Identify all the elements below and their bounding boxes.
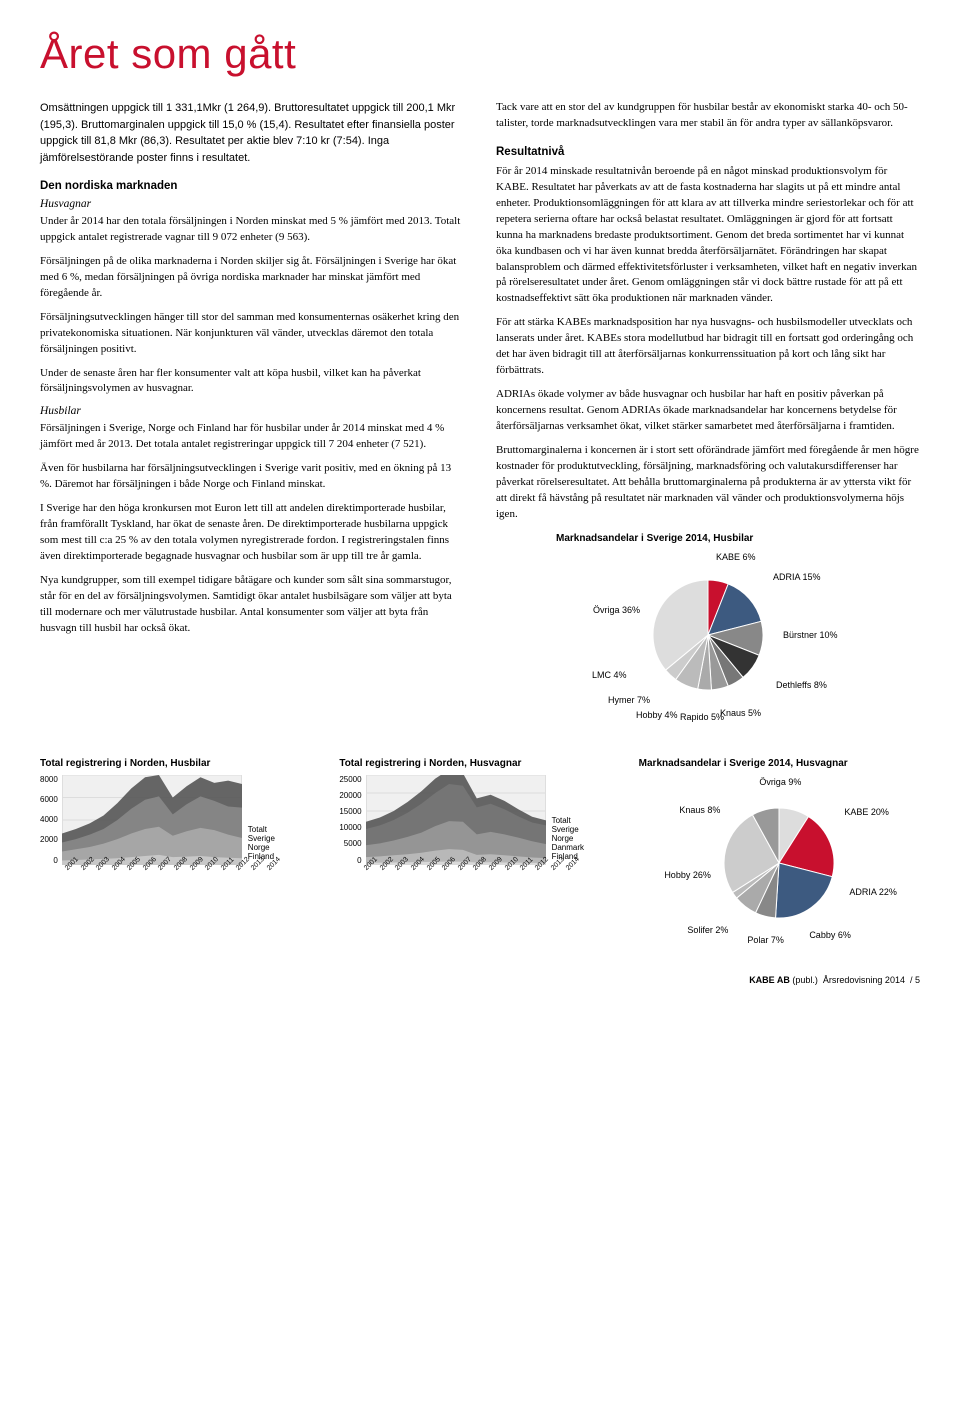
pie-chart-husvagnar: Övriga 9% KABE 20% ADRIA 22% Cabby 6% Polar …: [659, 775, 899, 945]
pie-slice-label: Knaus 5%: [720, 708, 761, 718]
subheading-husvagnar: Husvagnar: [40, 198, 464, 210]
body-text: Även för husbilarna har försäljningsutve…: [40, 461, 464, 493]
pie-slice-label: Solifer 2%: [687, 925, 728, 935]
area1-yaxis: 80006000400020000: [40, 775, 58, 865]
area2-legend: TotaltSverigeNorgeDanmarkFinland: [550, 775, 584, 865]
footer-company: KABE AB: [749, 975, 790, 985]
pie-slice-label: ADRIA 22%: [849, 887, 897, 897]
body-text: I Sverige har den höga kronkursen mot Eu…: [40, 501, 464, 565]
pie-slice-label: ADRIA 15%: [773, 572, 821, 582]
body-text: Nya kundgrupper, som till exempel tidiga…: [40, 573, 464, 637]
body-text: Tack vare att en stor del av kundgruppen…: [496, 100, 920, 132]
pie-slice-label: Knaus 8%: [679, 805, 720, 815]
area2-svg: [366, 775, 546, 865]
pie-slice-label: Cabby 6%: [809, 930, 851, 940]
pie-slice-label: KABE 20%: [844, 807, 889, 817]
area-chart-husbilar: Total registrering i Norden, Husbilar 80…: [40, 758, 321, 945]
body-text: För att stärka KABEs marknadsposition ha…: [496, 315, 920, 379]
main-columns: Omsättningen uppgick till 1 331,1Mkr (1 …: [40, 100, 920, 730]
footer-publ: (publ.): [792, 975, 818, 985]
body-text: ADRIAs ökade volymer av både husvagnar o…: [496, 387, 920, 435]
area2-xaxis: 2001200220032004200520062007200820092010…: [363, 867, 543, 874]
heading-resultatniva: Resultatnivå: [496, 146, 920, 158]
pie-slice-label: Hobby 4%: [636, 710, 678, 720]
body-text: För år 2014 minskade resultatnivån beroe…: [496, 164, 920, 307]
pie-slice-label: Bürstner 10%: [783, 630, 838, 640]
pie-slice-label: Rapido 5%: [680, 712, 724, 722]
area2-title: Total registrering i Norden, Husvagnar: [339, 758, 620, 769]
body-text: Bruttomarginalerna i koncernen är i stor…: [496, 443, 920, 523]
pie-chart-husbilar: KABE 6%ADRIA 15%Bürstner 10%Dethleffs 8%…: [588, 550, 828, 730]
area1-title: Total registrering i Norden, Husbilar: [40, 758, 321, 769]
body-text: Under de senaste åren har fler konsument…: [40, 366, 464, 398]
body-text: Försäljningen på de olika marknaderna i …: [40, 254, 464, 302]
pie-slice-label: Övriga 36%: [593, 605, 640, 615]
body-text: Under år 2014 har den totala försäljning…: [40, 214, 464, 246]
pie-slice-label: KABE 6%: [716, 552, 756, 562]
area1-svg: [62, 775, 242, 865]
pie-slice-label: Hymer 7%: [608, 695, 650, 705]
pie-chart-husvagnar-wrap: Marknadsandelar i Sverige 2014, Husvagna…: [639, 758, 920, 945]
footer-page: 5: [915, 975, 920, 985]
pie-slice-label: Dethleffs 8%: [776, 680, 827, 690]
area2-yaxis: 2500020000150001000050000: [339, 775, 361, 865]
body-text: Försäljningen i Sverige, Norge och Finla…: [40, 421, 464, 453]
pie-slice-label: Polar 7%: [747, 935, 784, 945]
area-chart-husvagnar: Total registrering i Norden, Husvagnar 2…: [339, 758, 620, 945]
body-text: Försäljningsutvecklingen hänger till sto…: [40, 310, 464, 358]
page-title: Året som gått: [40, 30, 920, 78]
pie-slice-label: Övriga 9%: [759, 777, 801, 787]
area1-legend: TotaltSverigeNorgeFinland: [246, 775, 275, 865]
pie-slice-label: Hobby 26%: [664, 870, 711, 880]
intro-text: Omsättningen uppgick till 1 331,1Mkr (1 …: [40, 100, 464, 166]
pie1-title: Marknadsandelar i Sverige 2014, Husbilar: [556, 533, 920, 544]
footer-doc: Årsredovisning 2014: [823, 975, 905, 985]
pie2-title: Marknadsandelar i Sverige 2014, Husvagna…: [639, 758, 920, 769]
pie-slice-label: LMC 4%: [592, 670, 627, 680]
column-left: Omsättningen uppgick till 1 331,1Mkr (1 …: [40, 100, 464, 730]
heading-nordic-market: Den nordiska marknaden: [40, 180, 464, 192]
page-footer: KABE AB (publ.) Årsredovisning 2014 / 5: [40, 975, 920, 985]
area1-xaxis: 2001200220032004200520062007200820092010…: [64, 867, 244, 874]
subheading-husbilar: Husbilar: [40, 405, 464, 417]
column-right: Tack vare att en stor del av kundgruppen…: [496, 100, 920, 730]
bottom-chart-row: Total registrering i Norden, Husbilar 80…: [40, 758, 920, 945]
